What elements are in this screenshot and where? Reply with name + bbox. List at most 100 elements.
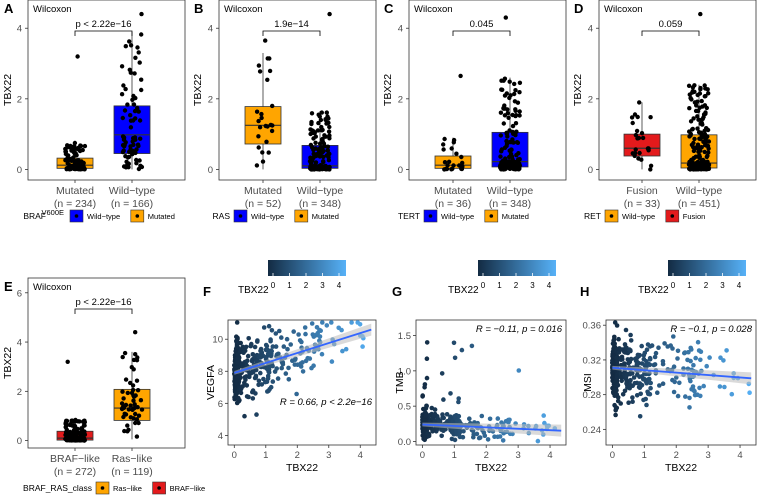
category-count: (n = 348) bbox=[299, 198, 341, 210]
data-point bbox=[724, 348, 729, 353]
data-point bbox=[326, 129, 332, 134]
data-point bbox=[245, 353, 251, 359]
data-point bbox=[614, 355, 619, 361]
colorbar-tick-label: 1 bbox=[687, 281, 692, 290]
data-point bbox=[284, 336, 290, 342]
data-point bbox=[705, 143, 711, 149]
data-point bbox=[270, 103, 275, 109]
plot-border bbox=[415, 319, 567, 446]
data-point bbox=[677, 380, 682, 386]
p-value: p < 2.22e−16 bbox=[76, 297, 132, 308]
data-point bbox=[313, 160, 319, 165]
box-1 bbox=[301, 11, 339, 172]
colorbar-tick-label: 4 bbox=[737, 281, 742, 290]
data-point bbox=[133, 420, 138, 426]
data-point bbox=[722, 384, 727, 390]
data-point bbox=[258, 370, 263, 376]
data-point bbox=[697, 91, 703, 96]
data-point bbox=[498, 163, 503, 168]
data-point bbox=[515, 140, 521, 145]
data-point bbox=[322, 144, 327, 149]
data-point bbox=[135, 388, 141, 393]
data-point bbox=[327, 124, 332, 130]
data-point bbox=[136, 420, 141, 426]
x-tick-label: 3 bbox=[326, 450, 331, 461]
data-point bbox=[238, 386, 244, 392]
data-point bbox=[426, 433, 432, 439]
data-point bbox=[624, 381, 629, 386]
category-label: Wild−type bbox=[487, 185, 534, 197]
x-tick-label: 0 bbox=[610, 450, 615, 461]
y-tick-label: 6 bbox=[218, 399, 223, 410]
data-point bbox=[505, 107, 510, 112]
data-point bbox=[511, 140, 516, 145]
data-point bbox=[688, 119, 694, 124]
data-point bbox=[264, 139, 269, 144]
data-point bbox=[697, 385, 702, 391]
data-point bbox=[63, 424, 68, 430]
colorbar-title: TBX22 bbox=[638, 285, 669, 296]
data-point bbox=[507, 79, 512, 84]
data-point bbox=[507, 95, 512, 101]
data-point bbox=[495, 434, 501, 440]
data-point bbox=[693, 108, 699, 114]
data-point bbox=[245, 358, 250, 364]
data-point bbox=[675, 348, 681, 354]
data-point bbox=[326, 158, 332, 163]
data-point bbox=[698, 148, 703, 153]
data-point bbox=[618, 356, 624, 362]
data-point bbox=[699, 98, 704, 104]
data-point bbox=[628, 332, 633, 338]
data-point bbox=[675, 356, 680, 361]
data-point bbox=[688, 358, 693, 364]
data-point bbox=[692, 136, 697, 142]
data-point bbox=[131, 357, 137, 363]
data-point bbox=[502, 76, 508, 81]
x-tick-label: 0 bbox=[232, 450, 237, 461]
legend-label: Wild−type bbox=[622, 212, 655, 221]
data-point bbox=[698, 87, 703, 92]
regression-line bbox=[612, 366, 752, 380]
data-point bbox=[672, 379, 677, 385]
data-point bbox=[134, 417, 140, 422]
legend: RET Wild−type Fusion bbox=[584, 209, 705, 223]
data-point bbox=[316, 120, 321, 126]
data-point bbox=[252, 344, 258, 350]
data-point bbox=[236, 340, 241, 346]
legend-dot bbox=[670, 214, 675, 218]
data-point bbox=[492, 434, 497, 440]
y-axis-title: TMB bbox=[394, 371, 406, 393]
legend-label: Mutated bbox=[502, 212, 529, 221]
data-point bbox=[517, 157, 522, 162]
data-point bbox=[632, 151, 638, 156]
data-point bbox=[343, 346, 349, 352]
data-point bbox=[254, 359, 259, 364]
category-label: Mutated bbox=[244, 185, 282, 197]
data-point bbox=[706, 139, 712, 144]
x-tick-label: 2 bbox=[484, 450, 489, 461]
data-point bbox=[717, 384, 723, 389]
data-point bbox=[263, 38, 268, 43]
data-point bbox=[128, 403, 133, 408]
data-point bbox=[65, 359, 70, 364]
box-0 bbox=[56, 359, 94, 443]
data-point bbox=[622, 388, 628, 394]
data-point bbox=[513, 121, 519, 126]
data-point bbox=[421, 418, 427, 424]
data-point bbox=[614, 392, 619, 397]
p-value: 0.045 bbox=[470, 19, 494, 30]
data-point bbox=[272, 369, 278, 374]
data-point bbox=[495, 416, 501, 421]
data-point bbox=[286, 377, 292, 382]
data-point bbox=[647, 391, 653, 397]
data-point bbox=[612, 379, 618, 385]
category-label: Wild−type bbox=[297, 185, 344, 197]
data-point bbox=[303, 331, 308, 337]
data-point bbox=[261, 325, 267, 330]
data-point bbox=[257, 69, 263, 74]
data-point bbox=[76, 167, 81, 172]
x-tick-label: 2 bbox=[295, 450, 300, 461]
data-point bbox=[439, 371, 445, 376]
